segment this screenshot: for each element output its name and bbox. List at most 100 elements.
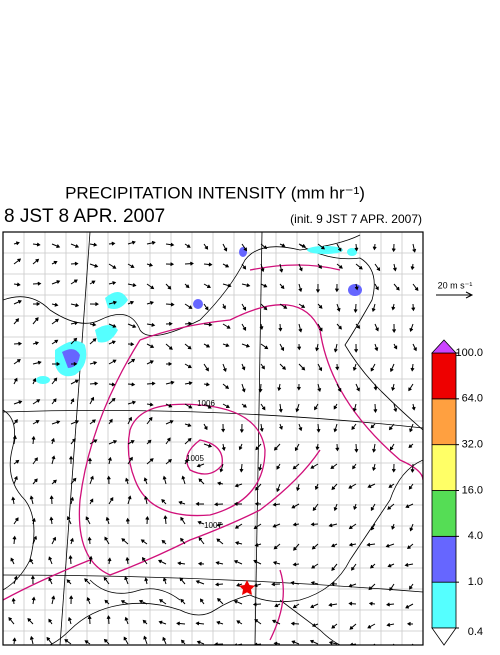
- wind-arrow: [89, 280, 96, 285]
- wind-arrow: [354, 243, 359, 252]
- wind-arrow: [13, 359, 21, 365]
- wind-arrow: [70, 420, 80, 425]
- wind-arrow: [272, 561, 281, 565]
- coastlines: [3, 234, 423, 645]
- wind-arrow: [254, 543, 262, 547]
- wind-arrow: [331, 483, 338, 491]
- wind-arrow: [203, 303, 209, 311]
- colorbar-label: 1.0: [468, 576, 483, 588]
- wind-arrow: [184, 303, 193, 309]
- wind-arrow: [127, 440, 135, 445]
- wind-arrow: [217, 481, 224, 486]
- wind-arrow: [410, 363, 415, 372]
- wind-arrow: [298, 363, 306, 371]
- wind-arrow: [85, 516, 91, 525]
- wind-arrow: [180, 537, 186, 545]
- wind-arrow: [158, 620, 167, 625]
- wind-arrow: [108, 323, 117, 328]
- wind-arrow: [279, 243, 286, 248]
- wind-arrow: [51, 536, 57, 545]
- wind-arrow: [233, 501, 243, 506]
- wind-arrow: [195, 580, 205, 585]
- wind-arrow: [108, 397, 116, 405]
- wind-arrow: [368, 601, 376, 606]
- wind-arrow: [51, 437, 55, 445]
- wind-arrow: [11, 496, 16, 505]
- wind-arrow: [241, 403, 247, 408]
- wind-arrow: [221, 423, 226, 433]
- wind-arrow: [405, 603, 414, 609]
- wind-arrow: [292, 603, 300, 609]
- colorbar-label: 100.0: [455, 347, 483, 359]
- wind-arrow: [352, 403, 357, 412]
- wind-arrow: [70, 303, 80, 308]
- wind-arrow: [184, 381, 193, 386]
- wind-arrow: [51, 420, 61, 425]
- marker-star: [239, 580, 255, 595]
- wind-arrow: [195, 501, 205, 506]
- wind-arrow: [165, 321, 173, 326]
- wind-arrow: [392, 263, 397, 272]
- wind-arrow: [367, 623, 376, 629]
- colorbar: 0.4 1.0 4.0 16.0 32.0 64.0 100.0: [431, 339, 483, 646]
- wind-arrow: [146, 283, 155, 290]
- wind-arrow: [198, 478, 205, 485]
- wind-arrow: [333, 423, 338, 433]
- wind-arrow: [162, 636, 167, 645]
- wind-arrow: [393, 283, 400, 291]
- wind-arrow: [180, 516, 186, 525]
- wind-arrow: [408, 383, 414, 392]
- wind-arrow: [222, 363, 227, 373]
- wind-arrow: [32, 317, 39, 325]
- wind-arrow: [241, 363, 246, 371]
- wind-arrow: [125, 517, 130, 525]
- wind-arrow: [260, 243, 268, 250]
- colorbar-segment: [431, 535, 457, 583]
- wind-arrow: [276, 483, 281, 493]
- wind-arrow: [234, 483, 243, 488]
- colorbar-segment: [431, 352, 457, 400]
- wind-arrow: [215, 582, 224, 587]
- wind-arrow: [412, 283, 419, 292]
- wind-arrow: [127, 263, 135, 268]
- wind-arrow: [32, 377, 37, 385]
- colorbar-segment: [431, 490, 457, 537]
- wind-arrow: [108, 241, 116, 246]
- wind-arrow: [291, 503, 300, 509]
- wind-arrow: [127, 416, 132, 425]
- wind-arrow: [146, 439, 152, 445]
- wind-arrow: [374, 323, 379, 332]
- wind-arrow: [29, 495, 34, 505]
- wind-arrow: [84, 578, 91, 585]
- wind-arrow: [387, 503, 395, 510]
- wind-arrow: [203, 283, 211, 288]
- colorbar-over: [431, 339, 457, 354]
- wind-arrow: [241, 323, 247, 331]
- wind-arrow: [330, 463, 338, 469]
- wind-arrow: [254, 619, 262, 625]
- wind-arrow: [222, 343, 230, 348]
- wind-arrow: [311, 563, 319, 569]
- wind-arrow: [298, 303, 306, 308]
- wind-arrow: [144, 577, 149, 585]
- wind-arrow: [296, 383, 301, 391]
- wind-arrow: [87, 536, 92, 545]
- wind-arrow: [272, 502, 281, 507]
- colorbar-under: [431, 627, 457, 646]
- wind-arrow: [294, 443, 300, 452]
- wind-arrow: [197, 520, 205, 525]
- wind-arrow: [12, 535, 17, 545]
- colorbar-label: 16.0: [462, 484, 483, 496]
- wind-arrow: [221, 443, 226, 451]
- wind-arrow: [203, 423, 208, 431]
- wind-arrow: [196, 463, 205, 468]
- wind-arrow: [370, 563, 376, 569]
- wind-arrow: [70, 243, 80, 248]
- wind-arrow: [241, 283, 251, 288]
- wind-arrow: [108, 456, 112, 465]
- wind-arrow: [161, 498, 167, 505]
- wind-arrow: [13, 318, 20, 325]
- wind-arrow: [13, 400, 23, 405]
- wind-arrow: [10, 557, 15, 565]
- wind-arrow: [108, 440, 118, 445]
